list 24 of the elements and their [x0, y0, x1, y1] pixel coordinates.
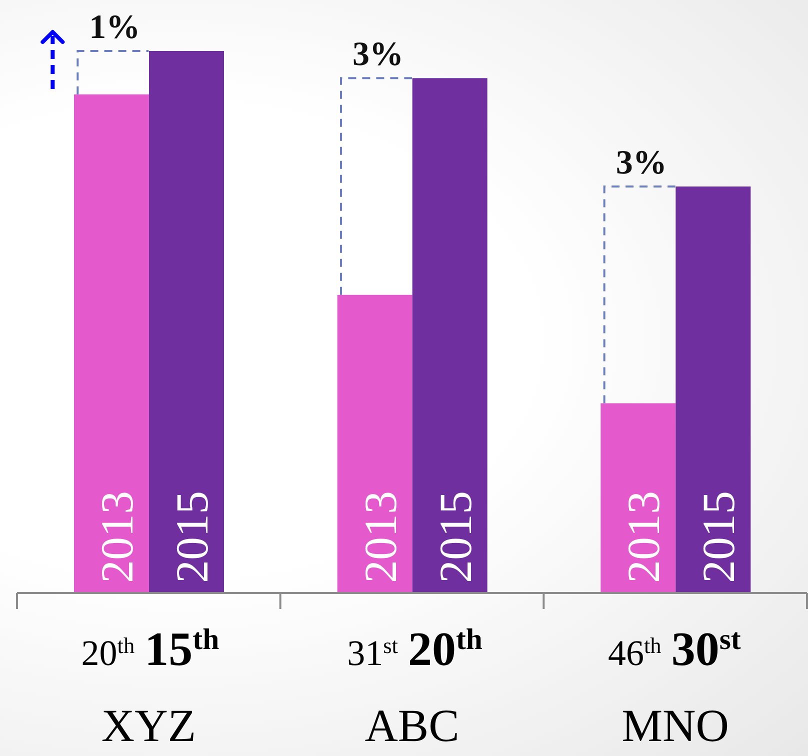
text: 2015 — [430, 491, 481, 583]
bar — [149, 51, 224, 593]
annotation: 3% — [352, 36, 404, 74]
text: 2013 — [618, 491, 670, 583]
text: 2013 — [354, 491, 406, 583]
text: 15$^{th}$ — [144, 622, 220, 676]
series-label: 2013 — [92, 491, 142, 583]
x-tick-label: XYZ — [101, 700, 196, 751]
x-tick-label: ABC — [364, 700, 460, 751]
x-tick-label: MNO — [622, 700, 730, 751]
text: 20$^{th}$ — [408, 622, 483, 676]
annotation: 3% — [616, 144, 667, 182]
text: 31$^{st}$ — [347, 632, 399, 673]
bar — [74, 94, 149, 593]
bar — [676, 186, 751, 593]
text: 2015 — [693, 491, 744, 583]
bar — [600, 403, 676, 593]
bar — [337, 294, 412, 593]
series-label: 2015 — [166, 491, 218, 583]
text: 20$^{th}$ — [81, 632, 135, 673]
text: 30$^{st}$ — [671, 622, 741, 676]
bar — [412, 78, 488, 593]
text: 46$^{th}$ — [608, 632, 662, 673]
annotation: 1% — [89, 9, 140, 46]
